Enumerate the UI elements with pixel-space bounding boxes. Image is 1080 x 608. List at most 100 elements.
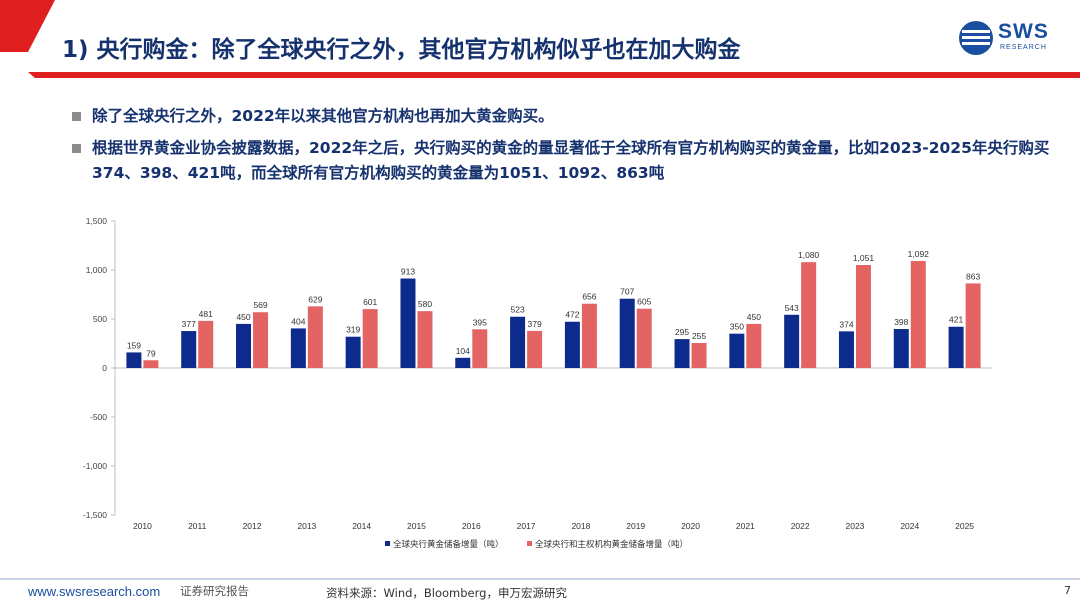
- data-label: 481: [199, 309, 213, 319]
- bar-series1: [619, 298, 635, 368]
- x-tick-label: 2010: [133, 521, 152, 531]
- sws-logo: SWS RESEARCH: [958, 20, 1058, 56]
- data-label: 104: [456, 346, 470, 356]
- bar-series2: [910, 260, 926, 368]
- legend-label-series2: 全球央行和主权机构黄金储备增量（吨）: [535, 539, 688, 550]
- data-label: 421: [949, 315, 963, 325]
- bullet-text: 根据世界黄金业协会披露数据，2022年之后，央行购买的黄金的量显著低于全球所有官…: [92, 139, 1050, 182]
- bar-series1: [345, 336, 361, 368]
- bar-series1: [126, 352, 142, 368]
- data-label: 629: [308, 294, 322, 304]
- bar-series2: [581, 303, 597, 368]
- header-red-wedge: [0, 0, 55, 52]
- x-tick-label: 2023: [846, 521, 865, 531]
- header-red-underline: [28, 72, 1080, 78]
- x-tick-label: 2013: [297, 521, 316, 531]
- bar-series2: [143, 360, 159, 368]
- data-label: 605: [637, 297, 651, 307]
- bar-series1: [729, 333, 745, 368]
- x-tick-label: 2019: [626, 521, 645, 531]
- bullet-square-icon: [72, 112, 81, 121]
- data-label: 913: [401, 267, 415, 277]
- x-tick-label: 2018: [571, 521, 590, 531]
- footer-url-link[interactable]: www.swsresearch.com: [28, 584, 161, 599]
- bar-chart: 1,500 1,000 500 0 -500 -1,000 -1,500 159 79 2010 3…: [83, 216, 992, 550]
- bullet-list: 除了全球央行之外，2022年以来其他官方机构也再加大黄金购买。 根据世界黄金业协…: [70, 104, 1060, 193]
- data-label: 255: [692, 331, 706, 341]
- data-label: 1,092: [908, 249, 930, 259]
- x-tick-label: 2024: [900, 521, 919, 531]
- data-label: 398: [894, 317, 908, 327]
- bar-series2: [691, 343, 707, 368]
- y-tick-label: -1,000: [83, 461, 107, 471]
- bar-series2: [417, 311, 433, 368]
- x-tick-label: 2017: [517, 521, 536, 531]
- y-tick-label: -1,500: [83, 510, 107, 520]
- data-label: 377: [182, 319, 196, 329]
- y-tick-label: -500: [90, 412, 107, 422]
- logo-text: SWS: [998, 20, 1049, 43]
- x-tick-label: 2025: [955, 521, 974, 531]
- bar-series2: [253, 312, 269, 368]
- x-tick-label: 2021: [736, 521, 755, 531]
- x-tick-label: 2011: [188, 521, 207, 531]
- data-label: 601: [363, 297, 377, 307]
- data-label: 707: [620, 287, 634, 297]
- bar-series2: [198, 320, 214, 368]
- bar-series2: [965, 283, 981, 368]
- bar-series2: [472, 329, 488, 368]
- bullet-item: 除了全球央行之外，2022年以来其他官方机构也再加大黄金购买。: [70, 104, 1060, 129]
- legend-swatch-series2: [527, 541, 532, 546]
- bar-series2: [801, 262, 817, 368]
- x-tick-label: 2012: [243, 521, 262, 531]
- header-banner: [0, 0, 1080, 78]
- x-tick-label: 2022: [791, 521, 810, 531]
- bar-series1: [510, 316, 526, 368]
- bar-series1: [784, 314, 800, 368]
- bar-series1: [564, 321, 580, 368]
- data-label: 404: [291, 316, 305, 326]
- bar-series1: [838, 331, 854, 368]
- data-label: 569: [253, 300, 267, 310]
- bullet-square-icon: [72, 144, 81, 153]
- data-label: 295: [675, 327, 689, 337]
- bar-series1: [290, 328, 306, 368]
- bullet-item: 根据世界黄金业协会披露数据，2022年之后，央行购买的黄金的量显著低于全球所有官…: [70, 136, 1060, 186]
- data-label: 656: [582, 292, 596, 302]
- bar-series2: [362, 309, 378, 368]
- page-title: 1) 央行购金：除了全球央行之外，其他官方机构似乎也在加大购金: [62, 37, 741, 63]
- data-label: 1,051: [853, 253, 875, 263]
- data-label: 374: [839, 319, 853, 329]
- data-label: 580: [418, 299, 432, 309]
- bar-series1: [948, 326, 964, 368]
- data-label: 1,080: [798, 250, 820, 260]
- data-label: 472: [565, 310, 579, 320]
- bullet-text: 除了全球央行之外，2022年以来其他官方机构也再加大黄金购买。: [92, 107, 554, 125]
- data-label: 863: [966, 271, 980, 281]
- bar-series2: [855, 265, 871, 368]
- bar-series2: [746, 323, 762, 368]
- data-label: 543: [785, 303, 799, 313]
- data-label: 450: [236, 312, 250, 322]
- x-tick-label: 2016: [462, 521, 481, 531]
- data-label: 395: [473, 317, 487, 327]
- x-tick-label: 2015: [407, 521, 426, 531]
- y-tick-label: 0: [102, 363, 107, 373]
- y-tick-label: 1,500: [86, 216, 108, 226]
- legend-label-series1: 全球央行黄金储备增量（吨）: [393, 539, 504, 550]
- data-label: 379: [528, 319, 542, 329]
- data-label: 523: [511, 305, 525, 315]
- y-tick-label: 500: [93, 314, 107, 324]
- footer-report-label: 证券研究报告: [180, 584, 249, 598]
- bar-series1: [893, 328, 909, 368]
- data-label: 159: [127, 340, 141, 350]
- x-tick-label: 2020: [681, 521, 700, 531]
- bar-series1: [455, 357, 471, 368]
- bar-series2: [527, 330, 543, 368]
- sws-logo-icon: [959, 21, 993, 55]
- x-tick-label: 2014: [352, 521, 371, 531]
- logo-subtext: RESEARCH: [1000, 44, 1047, 51]
- footer-divider: [0, 578, 1080, 580]
- bar-series1: [236, 323, 252, 368]
- data-label: 319: [346, 325, 360, 335]
